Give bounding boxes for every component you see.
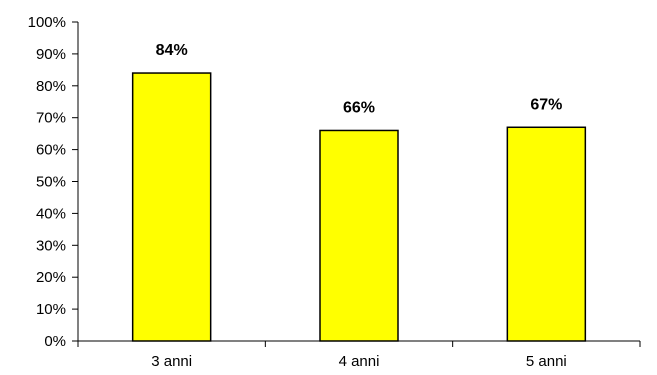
y-tick-label: 0% bbox=[44, 333, 66, 350]
bar-2 bbox=[319, 129, 399, 342]
y-tick-label: 80% bbox=[36, 78, 66, 95]
bar-3 bbox=[506, 126, 587, 342]
y-tick-label: 70% bbox=[36, 110, 66, 127]
y-tick-label: 20% bbox=[36, 269, 66, 286]
y-tick-label: 40% bbox=[36, 205, 66, 222]
data-labels: 84% 66% 67% bbox=[156, 42, 563, 116]
y-tick-label: 50% bbox=[36, 174, 66, 191]
y-tick-label: 100% bbox=[28, 14, 66, 31]
y-tick-label: 60% bbox=[36, 142, 66, 159]
bar-1 bbox=[131, 72, 212, 342]
x-tick-label: 3 anni bbox=[151, 353, 192, 370]
y-tick-label: 90% bbox=[36, 46, 66, 63]
y-axis: 0% 10% 20% 30% 40% 50% 60% 70% 80% 90% 100% bbox=[28, 14, 79, 350]
data-label-1: 84% bbox=[156, 42, 188, 59]
x-tick-label: 5 anni bbox=[526, 353, 567, 370]
data-label-3: 67% bbox=[530, 96, 562, 113]
y-tick-label: 10% bbox=[36, 301, 66, 318]
data-label-2: 66% bbox=[343, 99, 375, 116]
x-tick-label: 4 anni bbox=[339, 353, 380, 370]
x-axis: 3 anni 4 anni 5 anni bbox=[77, 340, 641, 370]
y-tick-label: 30% bbox=[36, 237, 66, 254]
bars bbox=[131, 72, 587, 342]
